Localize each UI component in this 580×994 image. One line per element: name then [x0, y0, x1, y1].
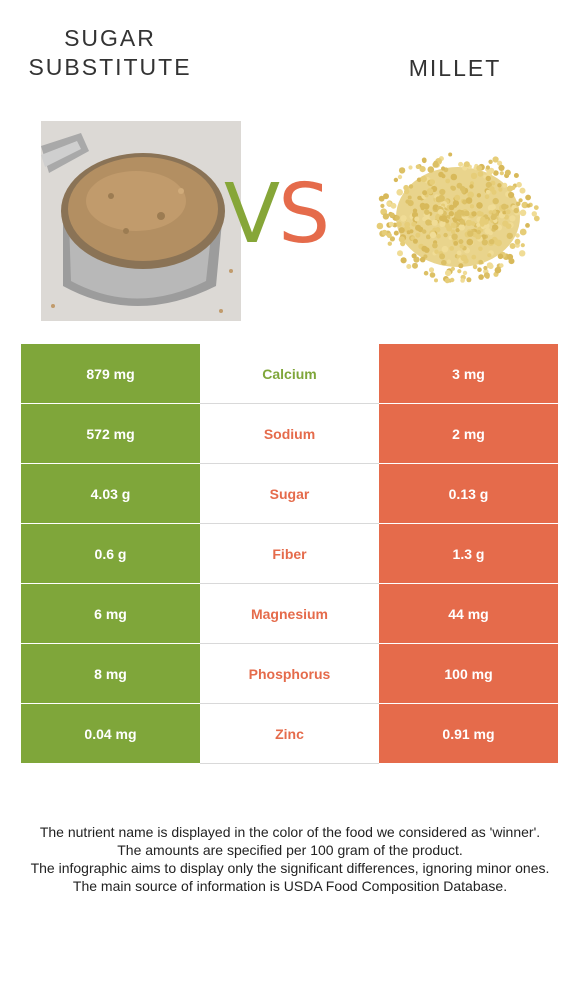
nutrient-name-cell: Fiber: [200, 524, 379, 584]
nutrient-name-cell: Phosphorus: [200, 644, 379, 704]
right-food-title: MILLET: [408, 55, 502, 81]
left-value-cell: 0.04 mg: [21, 704, 200, 764]
right-value-cell: 1.3 g: [379, 524, 558, 584]
right-value-cell: 0.91 mg: [379, 704, 558, 764]
left-value-cell: 4.03 g: [21, 464, 200, 524]
vs-label: VS: [224, 170, 354, 260]
left-value-cell: 0.6 g: [21, 524, 200, 584]
nutrient-row: 4.03 g Sugar 0.13 g: [21, 464, 558, 524]
footer-note-differences: The infographic aims to display only the…: [30, 860, 550, 876]
right-value-cell: 0.13 g: [379, 464, 558, 524]
sugar-substitute-image: [41, 121, 241, 321]
nutrient-row: 0.6 g Fiber 1.3 g: [21, 524, 558, 584]
left-value-cell: 572 mg: [21, 404, 200, 464]
left-value-cell: 8 mg: [21, 644, 200, 704]
left-value-cell: 879 mg: [21, 344, 200, 404]
nutrient-row: 879 mg Calcium 3 mg: [21, 344, 558, 404]
left-food-title: SUGAR SUBSTITUTE: [28, 25, 192, 80]
nutrient-name-cell: Magnesium: [200, 584, 379, 644]
right-value-cell: 100 mg: [379, 644, 558, 704]
footer-note-amounts: The amounts are specified per 100 gram o…: [117, 842, 463, 858]
right-value-cell: 3 mg: [379, 344, 558, 404]
footer-notes: The nutrient name is displayed in the co…: [30, 823, 550, 895]
nutrient-name-cell: Sugar: [200, 464, 379, 524]
nutrient-row: 8 mg Phosphorus 100 mg: [21, 644, 558, 704]
vs-v-letter: V: [224, 167, 280, 262]
right-value-cell: 2 mg: [379, 404, 558, 464]
vs-s-letter: S: [278, 167, 330, 262]
nutrient-name-cell: Sodium: [200, 404, 379, 464]
nutrient-row: 572 mg Sodium 2 mg: [21, 404, 558, 464]
nutrient-name-cell: Calcium: [200, 344, 379, 404]
left-value-cell: 6 mg: [21, 584, 200, 644]
millet-image: [370, 125, 560, 305]
nutrient-name-cell: Zinc: [200, 704, 379, 764]
footer-note-winner: The nutrient name is displayed in the co…: [39, 824, 541, 840]
footer-note-source: The main source of information is USDA F…: [72, 878, 508, 894]
right-value-cell: 44 mg: [379, 584, 558, 644]
nutrient-row: 6 mg Magnesium 44 mg: [21, 584, 558, 644]
nutrient-row: 0.04 mg Zinc 0.91 mg: [21, 704, 558, 764]
